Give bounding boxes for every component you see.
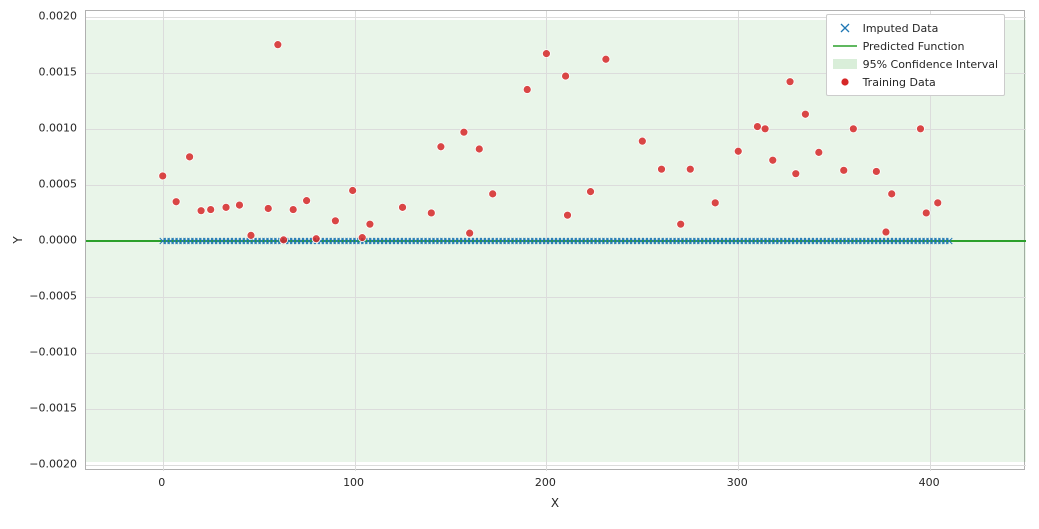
ytick-label: 0.0000 bbox=[29, 234, 77, 247]
ytick-label: −0.0020 bbox=[29, 458, 77, 471]
training-marker bbox=[888, 190, 896, 198]
training-marker bbox=[207, 206, 215, 214]
training-marker bbox=[460, 128, 468, 136]
training-marker bbox=[247, 231, 255, 239]
training-marker bbox=[523, 86, 531, 94]
training-marker bbox=[542, 50, 550, 58]
training-marker bbox=[562, 72, 570, 80]
training-marker bbox=[274, 41, 282, 49]
scatter-layer bbox=[86, 11, 1026, 471]
training-marker bbox=[786, 78, 794, 86]
training-marker bbox=[312, 235, 320, 243]
training-marker bbox=[916, 125, 924, 133]
training-marker bbox=[840, 166, 848, 174]
training-marker bbox=[235, 201, 243, 209]
ytick-label: −0.0015 bbox=[29, 402, 77, 415]
training-marker bbox=[358, 234, 366, 242]
training-marker bbox=[872, 167, 880, 175]
training-marker bbox=[303, 197, 311, 205]
training-marker bbox=[753, 123, 761, 131]
training-marker bbox=[769, 156, 777, 164]
training-marker bbox=[801, 110, 809, 118]
training-marker bbox=[427, 209, 435, 217]
imputed-marker bbox=[946, 238, 952, 244]
training-marker bbox=[734, 147, 742, 155]
training-marker bbox=[366, 220, 374, 228]
xtick-label: 300 bbox=[727, 476, 748, 489]
training-marker bbox=[638, 137, 646, 145]
training-marker bbox=[466, 229, 474, 237]
training-marker bbox=[815, 148, 823, 156]
training-marker bbox=[399, 203, 407, 211]
xtick-label: 0 bbox=[158, 476, 165, 489]
figure: X Y Imputed DataPredicted Function95% Co… bbox=[0, 0, 1039, 529]
ytick-label: 0.0010 bbox=[29, 121, 77, 134]
ytick-label: 0.0015 bbox=[29, 65, 77, 78]
ytick-label: 0.0020 bbox=[29, 9, 77, 22]
y-axis-label: Y bbox=[11, 236, 25, 243]
ytick-label: −0.0010 bbox=[29, 346, 77, 359]
training-marker bbox=[658, 165, 666, 173]
training-marker bbox=[475, 145, 483, 153]
xtick-label: 100 bbox=[343, 476, 364, 489]
training-marker bbox=[761, 125, 769, 133]
training-marker bbox=[349, 187, 357, 195]
xtick-label: 400 bbox=[919, 476, 940, 489]
training-marker bbox=[222, 203, 230, 211]
ytick-label: 0.0005 bbox=[29, 177, 77, 190]
training-marker bbox=[587, 188, 595, 196]
training-marker bbox=[489, 190, 497, 198]
training-marker bbox=[934, 199, 942, 207]
plot-area bbox=[85, 10, 1025, 470]
training-marker bbox=[264, 204, 272, 212]
training-marker bbox=[331, 217, 339, 225]
training-marker bbox=[172, 198, 180, 206]
training-marker bbox=[686, 165, 694, 173]
training-marker bbox=[564, 211, 572, 219]
training-marker bbox=[186, 153, 194, 161]
training-marker bbox=[849, 125, 857, 133]
training-marker bbox=[677, 220, 685, 228]
training-marker bbox=[197, 207, 205, 215]
training-marker bbox=[711, 199, 719, 207]
training-marker bbox=[882, 228, 890, 236]
training-marker bbox=[280, 236, 288, 244]
training-marker bbox=[437, 143, 445, 151]
training-marker bbox=[159, 172, 167, 180]
training-marker bbox=[922, 209, 930, 217]
xtick-label: 200 bbox=[535, 476, 556, 489]
ytick-label: −0.0005 bbox=[29, 290, 77, 303]
x-axis-label: X bbox=[551, 496, 559, 510]
training-marker bbox=[792, 170, 800, 178]
training-marker bbox=[602, 55, 610, 63]
training-marker bbox=[289, 206, 297, 214]
